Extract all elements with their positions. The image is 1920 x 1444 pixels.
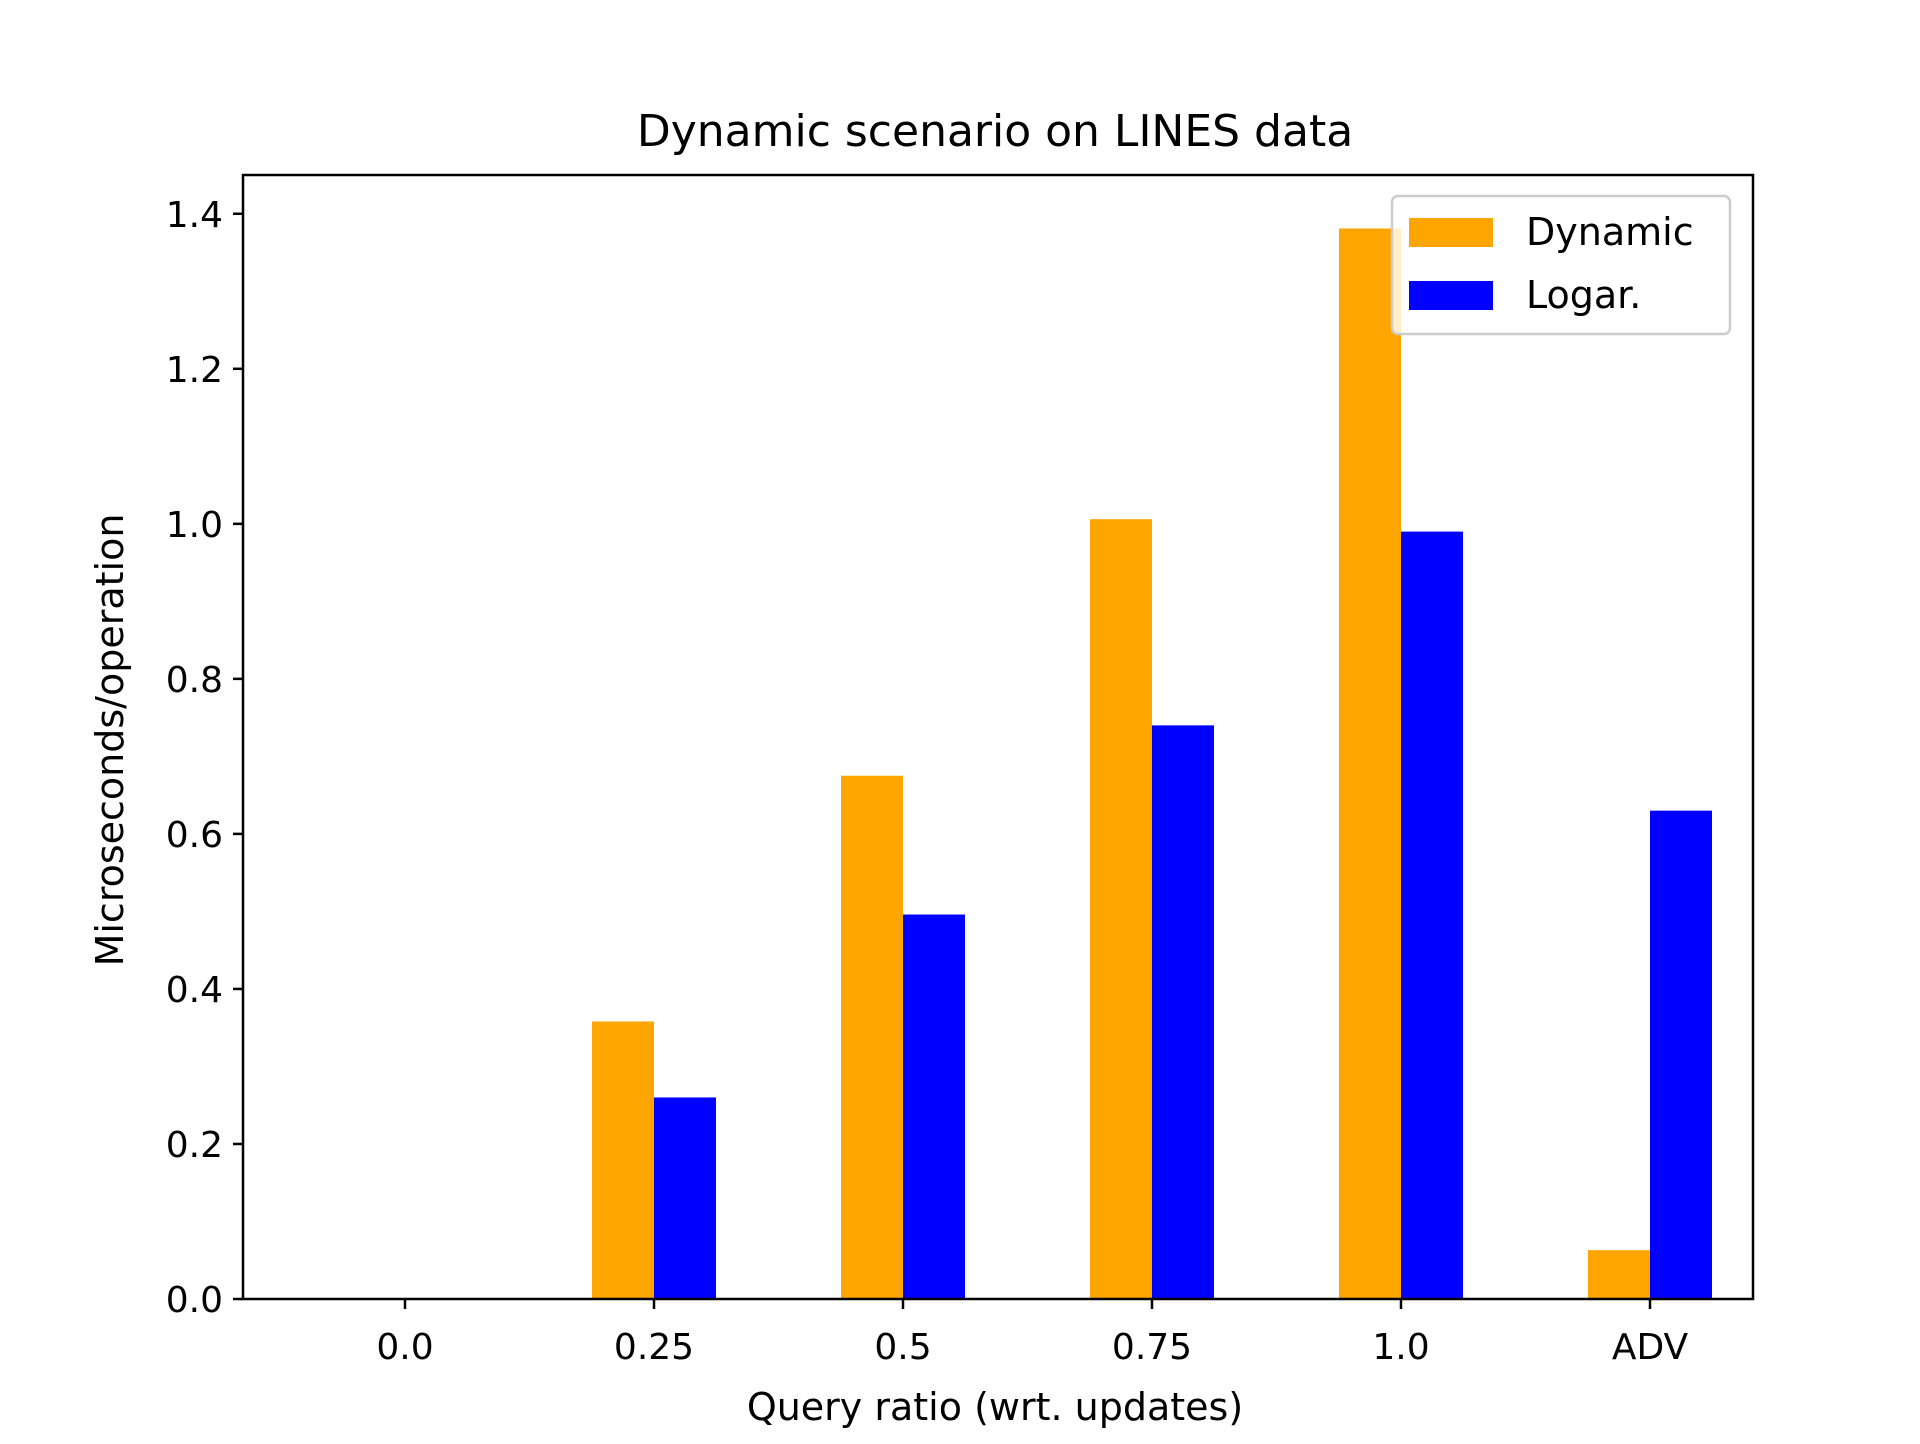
x-tick-label: ADV xyxy=(1612,1327,1689,1368)
x-tick-label: 1.0 xyxy=(1372,1327,1429,1368)
y-tick-label: 0.4 xyxy=(166,970,223,1011)
bar-dynamic-2 xyxy=(841,775,903,1299)
legend: Dynamic Logar. xyxy=(1390,194,1732,336)
chart-title: Dynamic scenario on LINES data xyxy=(637,106,1353,157)
y-tick-label: 1.4 xyxy=(166,195,223,236)
bar-dynamic-4 xyxy=(1339,228,1401,1299)
x-tick-label: 0.5 xyxy=(874,1327,931,1368)
bar-logar-4 xyxy=(1401,531,1463,1299)
legend-swatch-dynamic xyxy=(1409,218,1493,247)
y-tick-label: 0.6 xyxy=(166,815,223,856)
y-tick-label: 1.0 xyxy=(166,505,223,546)
bar-logar-5 xyxy=(1650,810,1712,1299)
y-axis-ticks: 0.0 0.2 0.4 0.6 0.8 1.0 1.2 1.4 xyxy=(166,195,243,1321)
legend-label-dynamic: Dynamic xyxy=(1526,210,1694,254)
y-tick-label: 1.2 xyxy=(166,350,223,391)
bar-logar-2 xyxy=(903,914,965,1299)
bar-logar-3 xyxy=(1152,725,1214,1299)
x-tick-label: 0.75 xyxy=(1112,1327,1192,1368)
bar-dynamic-1 xyxy=(592,1021,654,1299)
bar-logar-1 xyxy=(654,1097,716,1299)
bar-dynamic-3 xyxy=(1090,519,1152,1299)
plot-frame xyxy=(241,173,1755,1301)
x-tick-label: 0.0 xyxy=(376,1327,433,1368)
x-axis-ticks: 0.0 0.25 0.5 0.75 1.0 ADV xyxy=(376,1299,1689,1368)
y-tick-label: 0.8 xyxy=(166,660,223,701)
legend-label-logar: Logar. xyxy=(1526,273,1641,317)
bars-layer xyxy=(592,228,1712,1299)
y-tick-label: 0.2 xyxy=(166,1125,223,1166)
y-axis-label: Microseconds/operation xyxy=(88,514,132,967)
legend-swatch-logar xyxy=(1409,281,1493,310)
bar-dynamic-5 xyxy=(1588,1250,1650,1299)
x-axis-label: Query ratio (wrt. updates) xyxy=(747,1385,1243,1429)
x-tick-label: 0.25 xyxy=(614,1327,694,1368)
y-tick-label: 0.0 xyxy=(166,1280,223,1321)
